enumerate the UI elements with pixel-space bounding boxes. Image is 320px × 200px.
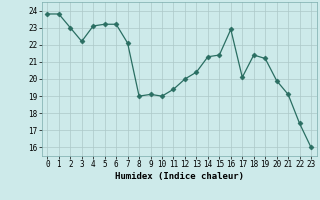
X-axis label: Humidex (Indice chaleur): Humidex (Indice chaleur) [115, 172, 244, 181]
